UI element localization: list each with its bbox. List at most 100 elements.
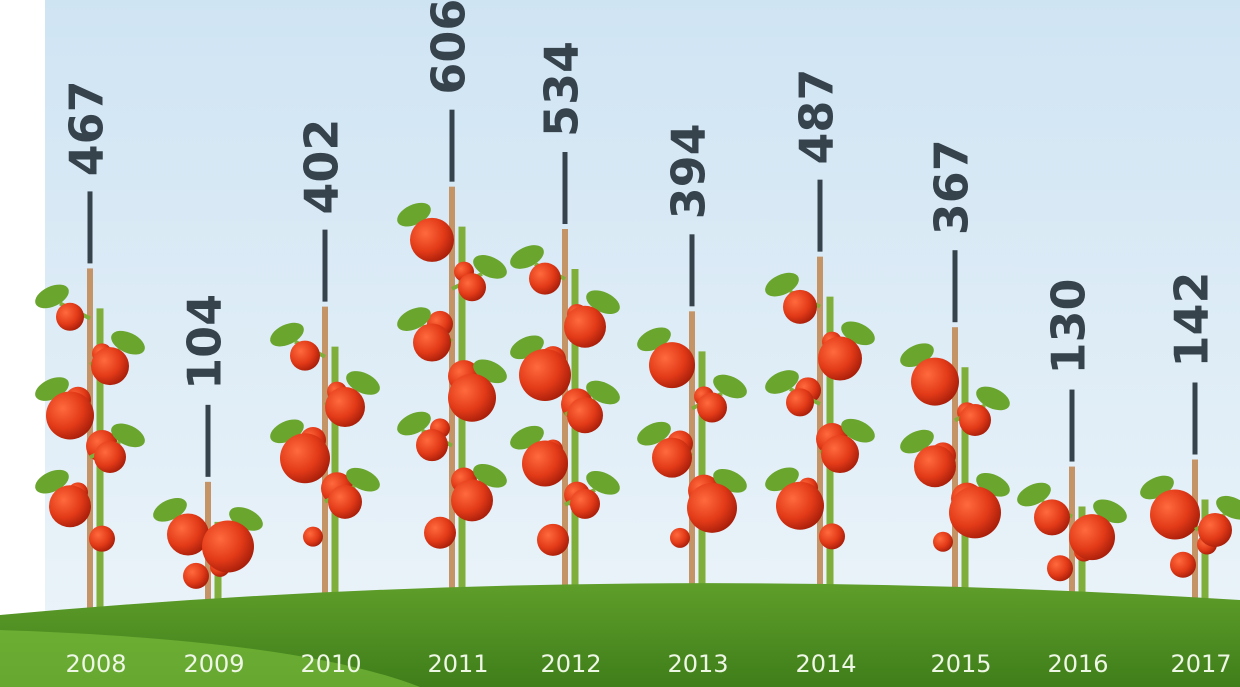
tomato xyxy=(519,348,571,401)
tomato xyxy=(821,435,859,474)
tomato xyxy=(914,445,956,488)
stake xyxy=(689,311,695,620)
tomato xyxy=(167,513,209,556)
tomato xyxy=(46,391,94,440)
tomato xyxy=(448,373,496,422)
tomato xyxy=(303,526,323,547)
tomato xyxy=(818,336,862,381)
x-tick-label: 2012 xyxy=(540,650,601,678)
tomato xyxy=(959,404,991,437)
value-label: 606 xyxy=(422,0,476,95)
leader-line xyxy=(449,109,455,182)
value-label: 130 xyxy=(1042,279,1096,375)
stake xyxy=(562,229,568,620)
leader-line xyxy=(952,250,958,323)
tomato xyxy=(522,440,568,487)
value-label: 142 xyxy=(1165,271,1219,367)
tomato xyxy=(1047,555,1073,582)
value-label: 394 xyxy=(662,123,716,219)
x-tick-label: 2015 xyxy=(930,650,991,678)
tomato xyxy=(458,273,486,302)
tomato xyxy=(328,484,362,519)
tomato xyxy=(570,488,600,519)
leaf xyxy=(765,370,799,394)
leaf xyxy=(1216,495,1240,520)
x-tick-label: 2017 xyxy=(1170,650,1231,678)
x-tick-label: 2013 xyxy=(667,650,728,678)
tomato xyxy=(649,342,695,389)
leaf xyxy=(346,467,380,492)
plants xyxy=(35,186,1240,620)
value-label: 402 xyxy=(295,119,349,215)
value-label: 104 xyxy=(178,294,232,390)
x-tick-label: 2011 xyxy=(427,650,488,678)
tomato xyxy=(290,340,320,371)
x-tick-label: 2009 xyxy=(183,650,244,678)
leaf xyxy=(397,307,431,331)
tomato xyxy=(652,437,692,478)
leaf xyxy=(111,423,145,448)
value-label: 487 xyxy=(790,69,844,165)
tomato xyxy=(564,305,606,348)
leader-line xyxy=(817,179,823,252)
leader-line xyxy=(205,404,211,477)
tomato xyxy=(933,531,953,552)
tomato xyxy=(949,486,1001,539)
tomato xyxy=(911,357,959,406)
leaf xyxy=(637,421,671,446)
tomato xyxy=(1069,514,1115,561)
tomato xyxy=(280,433,330,484)
leaf xyxy=(111,330,145,355)
tomato xyxy=(183,562,209,589)
tomato xyxy=(325,386,365,427)
leaf xyxy=(976,386,1010,411)
leader-line xyxy=(562,152,568,225)
x-tick-label: 2016 xyxy=(1047,650,1108,678)
value-label: 534 xyxy=(535,41,589,137)
leaf xyxy=(841,418,875,443)
leaf xyxy=(586,471,620,495)
tomato xyxy=(537,523,569,556)
tomato xyxy=(56,302,84,331)
value-label: 467 xyxy=(60,80,114,176)
value-label: 367 xyxy=(925,139,979,235)
leaf xyxy=(346,371,380,395)
tomato xyxy=(687,482,737,533)
tomato xyxy=(451,479,493,522)
tomato xyxy=(1034,499,1070,536)
stake xyxy=(1192,459,1198,620)
leaf xyxy=(713,374,747,399)
leader-line xyxy=(1069,389,1075,462)
x-tick-label: 2008 xyxy=(65,650,126,678)
tomato xyxy=(413,323,451,362)
tomato xyxy=(783,289,817,324)
leaf xyxy=(765,272,799,297)
leader-line xyxy=(1192,382,1198,455)
tomato xyxy=(697,392,727,423)
tomato xyxy=(776,481,824,530)
leader-line xyxy=(87,191,93,264)
leaf xyxy=(397,411,431,436)
leaf xyxy=(510,245,544,269)
leaf xyxy=(586,380,620,405)
tomato xyxy=(94,440,126,473)
labels: 467 2008 104 2009 402 2010 606 2011 534 2012 394 20… xyxy=(60,0,1232,678)
leaf xyxy=(270,322,304,347)
tomato xyxy=(670,527,690,548)
tomato xyxy=(410,217,454,262)
leaf xyxy=(473,255,507,279)
leader-line xyxy=(322,229,328,302)
tomato xyxy=(1198,512,1232,547)
tomato xyxy=(567,397,603,434)
tomato xyxy=(786,388,814,417)
tomato xyxy=(1170,551,1196,578)
stake xyxy=(952,327,958,620)
tomato xyxy=(819,523,845,550)
tomato xyxy=(1150,489,1200,540)
tomato xyxy=(49,485,91,528)
tomato xyxy=(202,520,254,573)
tomato xyxy=(424,516,456,549)
x-tick-label: 2014 xyxy=(795,650,856,678)
